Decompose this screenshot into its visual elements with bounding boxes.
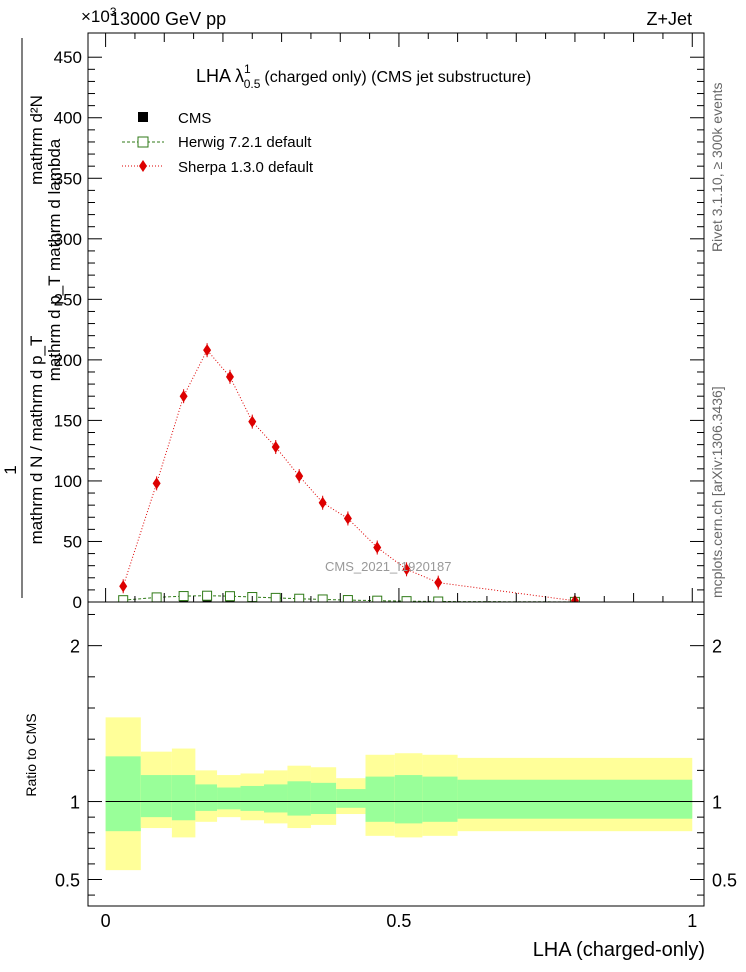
ratio-band-inner (240, 785, 264, 811)
xtick-label: 1 (687, 911, 697, 931)
main-panel: 0 50 100 150 200 250 300 350 400 450 0 0.5 1 (54, 32, 705, 931)
ratio-ytick-label: 2 (70, 637, 80, 657)
legend-sherpa-label: Sherpa 1.3.0 default (178, 159, 314, 176)
xlabel: LHA (charged-only) (533, 939, 705, 961)
main-ylabel: 1 mathrm d²N mathrm d N / mathrm d p_T m… (1, 38, 64, 598)
ratio-band-inner (105, 756, 141, 832)
ratio-ytick-label: 1 (70, 793, 80, 813)
ratio-band-inner (457, 779, 693, 819)
sherpa-point (434, 576, 443, 589)
sherpa-point (295, 470, 304, 483)
ratio-ytick-label: 0.5 (55, 870, 80, 890)
sherpa-point (152, 477, 161, 490)
ratio-ylabel: Ratio to CMS (23, 713, 39, 796)
sherpa-point (271, 441, 280, 454)
ratio-band-inner (422, 776, 458, 822)
ratio-band-inner (310, 782, 337, 815)
legend-herwig-label: Herwig 7.2.1 default (178, 134, 312, 151)
ylabel-num: mathrm d²N (27, 95, 46, 185)
main-ytick-label: 150 (54, 411, 82, 430)
herwig-point (270, 592, 281, 603)
legend-sherpa-marker (139, 160, 147, 172)
process-label: Z+Jet (646, 9, 692, 29)
main-ytick-label: 350 (54, 169, 82, 188)
mcplots-label: mcplots.cern.ch [arXiv:1306.3436] (709, 386, 725, 598)
sherpa-point (373, 541, 382, 554)
xtick-label: 0 (101, 911, 111, 931)
ratio-band-inner (171, 775, 196, 821)
main-ytick-label: 50 (63, 532, 82, 551)
energy-label: 13000 GeV pp (110, 9, 226, 29)
ratio-ytick-label-right: 1 (712, 793, 722, 813)
ylabel-outer-den: mathrm d N / mathrm d p_T (27, 336, 46, 545)
sherpa-point (179, 390, 188, 403)
ratio-band-inner (287, 781, 311, 816)
legend: CMS Herwig 7.2.1 default Sherpa 1.3.0 de… (122, 110, 314, 176)
ratio-band-inner (217, 787, 241, 810)
sherpa-point (318, 496, 327, 509)
legend-cms-label: CMS (178, 110, 211, 127)
sherpa-point (248, 415, 257, 428)
ratio-panel: 0.5 0.5 1 1 2 2 (55, 601, 737, 907)
sherpa-point (225, 370, 234, 383)
herwig-point (178, 591, 189, 602)
watermark: CMS_2021_I1920187 (325, 559, 452, 574)
sherpa-point (402, 563, 411, 576)
ratio-band-inner (336, 789, 366, 808)
herwig-point (224, 591, 235, 602)
ratio-ytick-label-right: 0.5 (712, 870, 737, 890)
ratio-band-inner (140, 775, 172, 818)
main-ytick-label: 450 (54, 48, 82, 67)
ratio-band-inner (264, 784, 288, 813)
main-ytick-label: 0 (73, 593, 82, 612)
exponent-label: ×103 (81, 5, 117, 26)
sherpa-point (119, 580, 128, 593)
ratio-band-inner (195, 784, 218, 811)
legend-herwig-marker (137, 136, 149, 148)
herwig-point (151, 592, 162, 603)
ratio-band-inner (394, 775, 423, 824)
ratio-band-inner (365, 776, 395, 822)
main-ytick-label: 250 (54, 290, 82, 309)
plot-title: LHA λ1 0.5 (charged only) (CMS jet substru… (196, 62, 531, 91)
legend-cms-marker (138, 112, 148, 122)
main-ytick-label: 200 (54, 351, 82, 370)
herwig-point (202, 590, 213, 601)
sherpa-point (343, 512, 352, 525)
rivet-label: Rivet 3.1.10, ≥ 300k events (709, 82, 725, 252)
main-frame (87, 32, 705, 603)
main-ytick-label: 400 (54, 109, 82, 128)
xtick-label: 0.5 (386, 911, 411, 931)
sherpa-point (203, 344, 212, 357)
ylabel-den: mathrm d p_T mathrm d lambda (45, 138, 64, 381)
main-ytick-label: 100 (54, 472, 82, 491)
ylabel-outer-num: 1 (1, 465, 20, 474)
ratio-ytick-label-right: 2 (712, 637, 722, 657)
main-ytick-label: 300 (54, 230, 82, 249)
